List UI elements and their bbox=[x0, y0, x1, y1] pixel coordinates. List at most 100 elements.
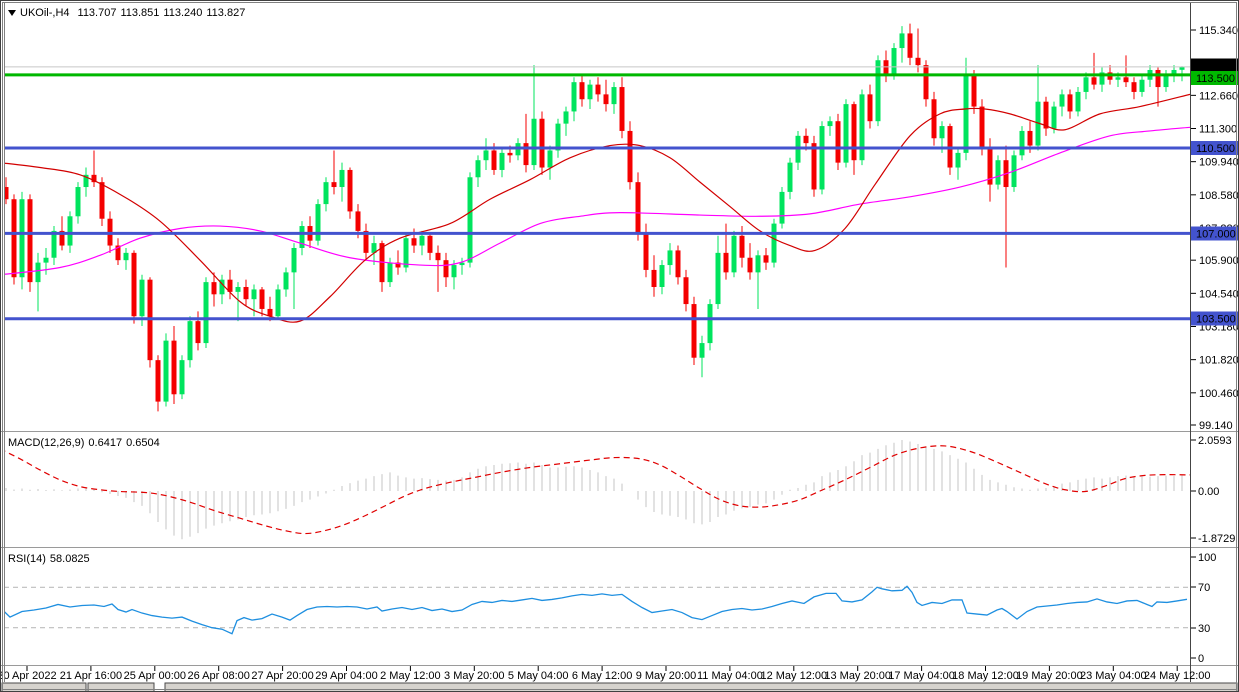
docked-window-edge[interactable] bbox=[164, 682, 1238, 692]
candle bbox=[723, 252, 729, 273]
candle bbox=[459, 262, 465, 266]
candle bbox=[835, 121, 841, 163]
candle bbox=[851, 104, 857, 161]
candle bbox=[1051, 106, 1057, 129]
fast-ma-line bbox=[4, 93, 1190, 323]
candle bbox=[395, 262, 401, 268]
candle bbox=[331, 182, 337, 188]
price-tick-label: 105.900 bbox=[1199, 255, 1239, 267]
rsi-value: 58.0825 bbox=[49, 553, 90, 565]
candle bbox=[635, 182, 641, 234]
candle bbox=[715, 252, 721, 305]
candle bbox=[1091, 77, 1097, 85]
candle bbox=[179, 360, 185, 395]
candle bbox=[779, 191, 785, 224]
candle bbox=[731, 235, 737, 273]
candle bbox=[1075, 91, 1081, 112]
price-tick-label: 104.540 bbox=[1199, 288, 1239, 300]
ohlc-close: 113.827 bbox=[206, 7, 246, 19]
price-axis[interactable]: 115.340113.980112.660111.300109.940108.5… bbox=[1191, 25, 1239, 665]
candle bbox=[915, 57, 921, 66]
candle bbox=[579, 82, 585, 100]
candle bbox=[163, 340, 169, 402]
candle bbox=[99, 182, 105, 219]
candle bbox=[267, 308, 273, 317]
candle bbox=[787, 162, 793, 192]
price-tick-label: 112.660 bbox=[1199, 90, 1238, 102]
price-tick-label: 108.580 bbox=[1199, 190, 1239, 202]
ohlc-low: 113.240 bbox=[163, 7, 203, 19]
candle bbox=[1099, 72, 1105, 85]
docked-window-edge[interactable] bbox=[1, 682, 87, 692]
candle bbox=[323, 182, 329, 205]
time-axis[interactable]: 20 Apr 2022 21 Apr 16:00 25 Apr 00:00 26 Ap… bbox=[0, 666, 1211, 682]
candle bbox=[531, 118, 537, 166]
candle bbox=[907, 33, 913, 58]
candle bbox=[283, 272, 289, 290]
candle bbox=[1027, 130, 1033, 146]
time-tick-label: 23 May 04:00 bbox=[1080, 670, 1147, 682]
candle bbox=[371, 243, 377, 253]
time-tick-label: 12 May 12:00 bbox=[760, 670, 827, 682]
macd-panel[interactable] bbox=[0, 439, 1190, 540]
price-badge: 110.500 bbox=[1191, 141, 1239, 155]
candle bbox=[931, 99, 937, 139]
macd-tick-label: -1.8729 bbox=[1198, 533, 1235, 545]
candle bbox=[675, 250, 681, 278]
candle bbox=[259, 289, 265, 309]
candle bbox=[843, 104, 849, 163]
candle bbox=[819, 126, 825, 190]
time-tick-label: 24 May 12:00 bbox=[1144, 670, 1211, 682]
candle bbox=[923, 65, 929, 100]
candle bbox=[955, 152, 961, 168]
macd-indicator-name: MACD(12,26,9) bbox=[8, 437, 85, 449]
candle bbox=[707, 304, 713, 344]
price-badge: 113.500 bbox=[1191, 71, 1239, 85]
candle bbox=[875, 60, 881, 122]
candle bbox=[691, 304, 697, 358]
time-tick-label: 3 May 20:00 bbox=[444, 670, 505, 682]
time-tick-label: 26 Apr 08:00 bbox=[188, 670, 250, 682]
macd-main-value: 0.6417 bbox=[88, 437, 123, 449]
candle bbox=[867, 94, 873, 122]
candle bbox=[139, 279, 145, 317]
ohlc-open: 113.707 bbox=[77, 7, 117, 19]
slow-ma-line bbox=[4, 126, 1190, 275]
chart-title: UKOil-,H4 113.707 113.851 113.240 113.827 bbox=[8, 7, 249, 19]
candle bbox=[891, 48, 897, 75]
time-tick-label: 18 May 12:00 bbox=[952, 670, 1019, 682]
candle bbox=[1171, 69, 1177, 75]
candle bbox=[763, 255, 769, 263]
candle bbox=[251, 289, 257, 300]
price-badge: 103.500 bbox=[1191, 311, 1239, 326]
candle bbox=[747, 257, 753, 273]
candle bbox=[883, 60, 889, 75]
candle bbox=[347, 169, 353, 212]
time-tick-label: 20 Apr 2022 bbox=[0, 670, 57, 682]
candle bbox=[11, 199, 17, 278]
symbol-dropdown-icon[interactable] bbox=[8, 10, 16, 16]
rsi-label: RSI(14) 58.0825 bbox=[8, 553, 94, 565]
candle bbox=[987, 148, 993, 185]
macd-signal-line bbox=[4, 445, 1190, 535]
rsi-panel[interactable] bbox=[0, 585, 1190, 635]
time-tick-label: 25 Apr 00:00 bbox=[124, 670, 186, 682]
time-tick-label: 11 May 04:00 bbox=[697, 670, 763, 682]
candle bbox=[803, 135, 809, 144]
candle bbox=[587, 84, 593, 100]
time-tick-label: 21 Apr 16:00 bbox=[60, 670, 122, 682]
time-tick-label: 19 May 20:00 bbox=[1016, 670, 1083, 682]
candle bbox=[203, 282, 209, 344]
candle bbox=[1059, 94, 1065, 107]
main-price-panel[interactable] bbox=[0, 23, 1190, 412]
candle bbox=[275, 289, 281, 317]
candle bbox=[91, 174, 97, 183]
candle bbox=[19, 199, 25, 278]
docked-window-edge[interactable] bbox=[87, 682, 155, 692]
candle bbox=[123, 252, 129, 261]
price-badge: 107.000 bbox=[1191, 226, 1239, 241]
price-badge: 113.827 bbox=[1191, 58, 1239, 73]
candle bbox=[499, 152, 505, 170]
candle bbox=[859, 94, 865, 161]
